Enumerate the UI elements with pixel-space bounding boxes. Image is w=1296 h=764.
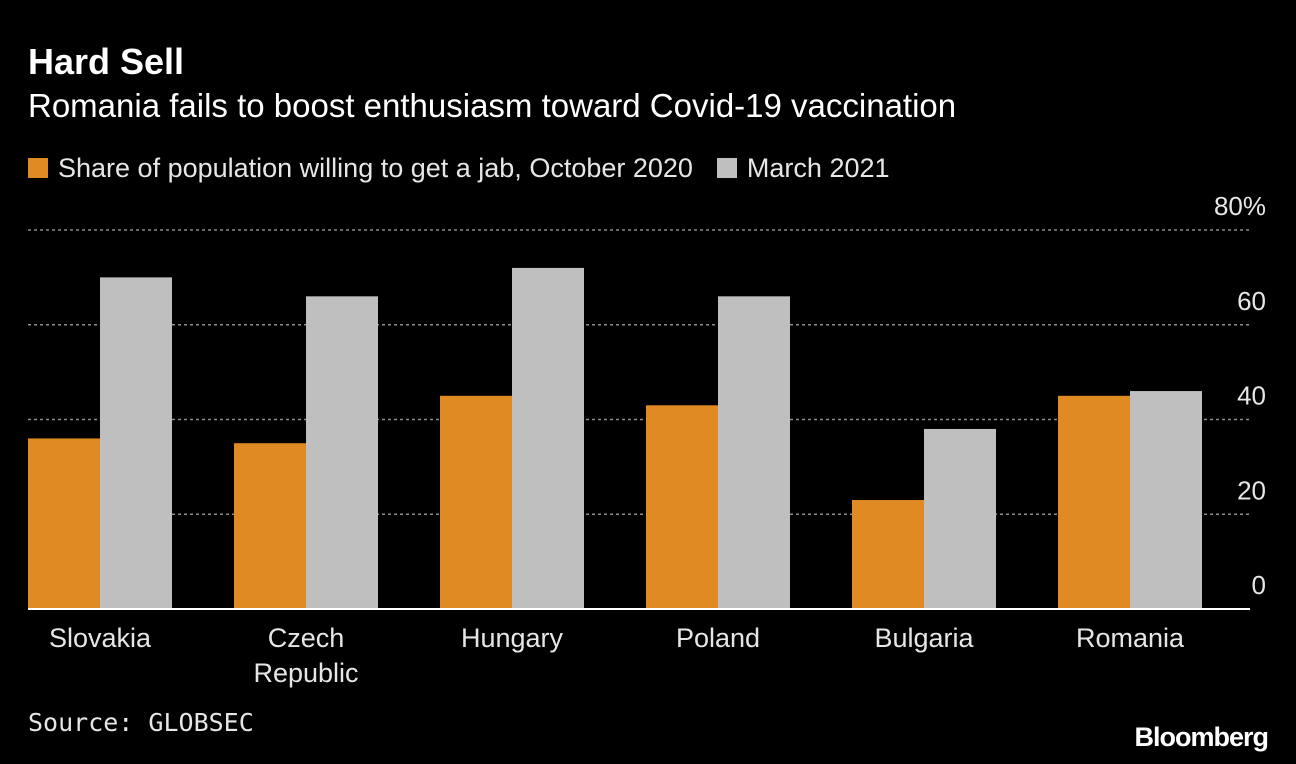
y-tick-label: 80% [1214,191,1266,221]
bar [440,395,512,609]
x-category-label: Hungary [461,623,564,653]
source-note: Source: GLOBSEC [28,708,254,737]
bar [646,405,718,609]
legend-item-march-2021: March 2021 [716,152,890,184]
bar [924,428,996,609]
x-category-label: Bulgaria [874,623,974,653]
legend-label-march-2021: March 2021 [746,152,890,183]
x-category-label: Romania [1076,623,1185,653]
chart-title: Hard Sell [28,41,185,82]
x-category-label: Slovakia [49,623,152,653]
legend-swatch-gray [716,158,737,178]
bar [512,267,584,609]
y-tick-label: 60 [1237,286,1266,316]
legend-item-october-2020: Share of population willing to get a jab… [28,153,693,184]
legend-label-october-2020: Share of population willing to get a jab… [58,152,693,183]
bloomberg-logo: Bloomberg [1134,722,1269,752]
y-tick-label: 20 [1237,475,1266,505]
bar [234,443,306,609]
x-category-label: Poland [676,623,760,653]
y-tick-label: 0 [1252,570,1266,600]
legend-swatch-orange [28,158,48,178]
bar [100,277,172,609]
bar [718,296,790,609]
bar [28,438,100,609]
bar [1130,391,1202,609]
bar [852,500,924,609]
x-category-label: Czech Republic [253,623,358,688]
bar [306,296,378,609]
bar [1058,395,1130,609]
legend: Share of population willing to get a jab… [28,150,914,186]
chart-subtitle: Romania fails to boost enthusiasm toward… [28,87,957,124]
y-tick-label: 40 [1237,381,1266,411]
